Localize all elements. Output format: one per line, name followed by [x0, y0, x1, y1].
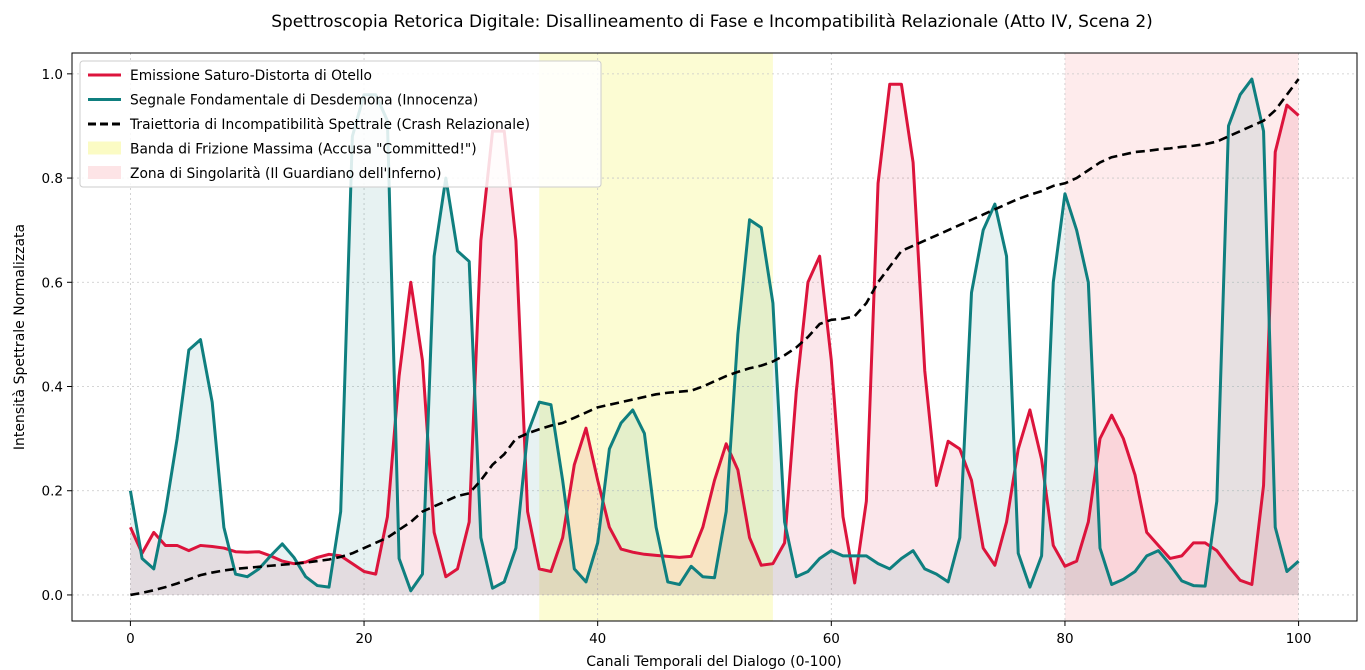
legend-label-band-2: Zona di Singolarità (Il Guardiano dell'I…	[130, 166, 442, 182]
series-fill-2	[130, 79, 1299, 595]
y-tick-label: 0.8	[42, 171, 63, 187]
series-line-2	[128, 77, 1300, 593]
x-axis-label: Canali Temporali del Dialogo (0-100)	[586, 654, 842, 670]
gridlines	[72, 53, 1357, 621]
y-tick-label: 0.2	[42, 484, 63, 500]
legend-label-series-3: Traiettoria di Incompatibilità Spettrale…	[129, 117, 530, 133]
y-axis-ticks: 0.0 0.2 0.4 0.6 0.8 1.0	[42, 67, 72, 604]
legend-swatch-band-1	[88, 141, 121, 155]
legend: Emissione Saturo-Distorta di Otello Segna…	[79, 60, 602, 188]
plot-frame	[71, 52, 1358, 622]
x-tick-label: 100	[1286, 631, 1312, 647]
x-axis-ticks: 0 20 40 60 80 100	[126, 621, 1311, 647]
series-fills	[130, 79, 1299, 595]
x-tick-label: 60	[823, 631, 840, 647]
legend-box	[79, 60, 602, 188]
legend-label-band-1: Banda di Frizione Massima (Accusa "Commi…	[130, 142, 477, 158]
legend-label-series-1: Emissione Saturo-Distorta di Otello	[130, 68, 372, 84]
y-tick-label: 0.6	[42, 275, 63, 291]
series-lines	[128, 77, 1300, 597]
x-tick-label: 20	[355, 631, 372, 647]
legend-label-series-2: Segnale Fondamentale di Desdemona (Innoc…	[130, 93, 478, 109]
series-line-3	[130, 78, 1300, 597]
legend-items: Emissione Saturo-Distorta di Otello Segna…	[88, 68, 530, 182]
y-tick-label: 0.0	[42, 588, 63, 604]
x-tick-label: 80	[1056, 631, 1073, 647]
x-tick-label: 0	[126, 631, 135, 647]
legend-swatch-band-2	[88, 166, 121, 179]
series-line-1	[129, 82, 1300, 587]
series-fill-1	[130, 84, 1299, 595]
chart-title: Spettroscopia Retorica Digitale: Disalli…	[271, 12, 1153, 32]
y-tick-label: 0.4	[42, 380, 63, 396]
y-axis-label: Intensità Spettrale Normalizzata	[12, 224, 28, 450]
x-tick-label: 40	[589, 631, 606, 647]
y-tick-label: 1.0	[42, 67, 63, 83]
